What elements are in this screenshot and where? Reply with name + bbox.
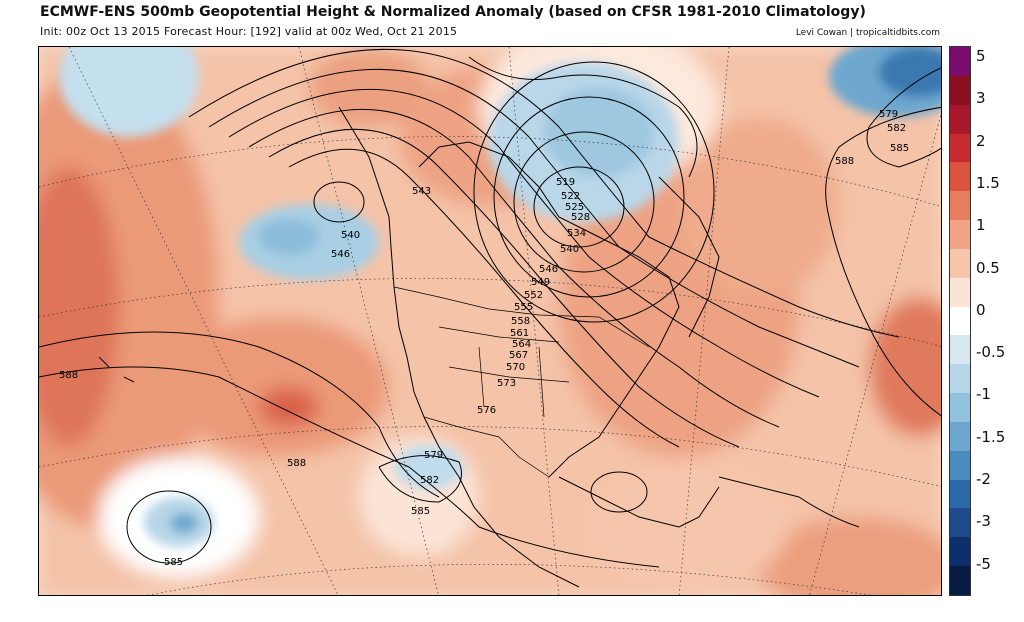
contour-label: 588 [287, 458, 306, 469]
contour-label: 582 [887, 123, 906, 134]
contour-label: 546 [331, 249, 350, 260]
contour-label: 567 [509, 350, 528, 361]
colorbar-segment [950, 191, 970, 221]
contour-label: 540 [341, 230, 360, 241]
contour-label: 564 [512, 339, 531, 350]
contour-label: 543 [412, 186, 431, 197]
contour-label: 576 [477, 405, 496, 416]
colorbar-tick-label: 0 [976, 300, 986, 319]
colorbar-segment [950, 393, 970, 423]
colorbar-segment [950, 47, 970, 77]
height-contours [39, 48, 941, 568]
map-title: ECMWF-ENS 500mb Geopotential Height & No… [40, 4, 866, 20]
colorbar-tick-label: 0.5 [976, 258, 1000, 277]
colorbar-tick-label: 1.5 [976, 173, 1000, 192]
author-credit: Levi Cowan | tropicaltidbits.com [795, 28, 940, 38]
colorbar-segment [950, 162, 970, 192]
contour-label: 585 [164, 557, 183, 568]
colorbar-segment [950, 421, 970, 452]
colorbar-segment [950, 75, 970, 106]
colorbar-tick-label: -5 [976, 554, 991, 573]
colorbar-segment [950, 248, 970, 279]
colorbar-segment [950, 306, 970, 336]
colorbar-tick-label: -2 [976, 470, 991, 488]
contour-label: 519 [556, 177, 575, 188]
contour-label: 573 [497, 378, 516, 389]
colorbar-segment [950, 364, 970, 394]
political-borders [393, 286, 650, 478]
colorbar-tick-label: 1 [976, 216, 986, 235]
colorbar-tick-label: -1.5 [976, 427, 1006, 446]
contour-label: 582 [420, 475, 439, 486]
contour-label: 558 [511, 316, 530, 327]
contour-label: 588 [835, 156, 854, 167]
forecast-info: Init: 00z Oct 13 2015 Forecast Hour: [19… [40, 25, 458, 38]
contour-label: 579 [879, 109, 898, 120]
anomaly-map: 540 546 543 519 522 525 528 534 540 546 549 552 555 5… [38, 46, 942, 596]
contour-label: 555 [514, 302, 533, 313]
map-graphic: 5405465435195225255285345405465495525555… [39, 47, 941, 595]
colorbar-tick-label: -3 [976, 512, 991, 531]
colorbar-tick-label: 3 [976, 89, 986, 108]
colorbar-tick-label: -1 [976, 385, 991, 404]
colorbar-segment [950, 277, 970, 308]
contour-label: 546 [539, 264, 558, 275]
contour-label: 534 [567, 228, 586, 239]
colorbar-segment [950, 220, 970, 250]
contour-label: 579 [424, 450, 443, 461]
contour-label: 561 [510, 328, 529, 339]
contour-label: 552 [524, 290, 543, 301]
contour-label: 588 [59, 370, 78, 381]
contour-label: 522 [561, 191, 580, 202]
contour-label: 540 [560, 244, 579, 255]
contour-label: 585 [890, 143, 909, 154]
colorbar-tick-label: -0.5 [976, 343, 1006, 362]
colorbar-segment [950, 566, 970, 596]
colorbar-segment [950, 335, 970, 365]
contour-label: 549 [531, 277, 550, 288]
contour-label: 528 [571, 212, 590, 223]
contour-label: 585 [411, 506, 430, 517]
colorbar-tick-label: 2 [976, 131, 986, 150]
colorbar-segment [950, 133, 970, 163]
colorbar-segment [950, 508, 970, 538]
contour-labels: 5405465435195225255285345405465495525555… [59, 109, 909, 568]
anomaly-colorbar [949, 46, 971, 596]
coastlines [98, 56, 860, 588]
contour-label: 570 [506, 362, 525, 373]
colorbar-segment [950, 104, 970, 134]
colorbar-tick-label: 5 [976, 47, 986, 65]
colorbar-segment [950, 479, 970, 509]
contour-label: 525 [565, 202, 584, 213]
colorbar-segment [950, 537, 970, 567]
colorbar-segment [950, 450, 970, 481]
